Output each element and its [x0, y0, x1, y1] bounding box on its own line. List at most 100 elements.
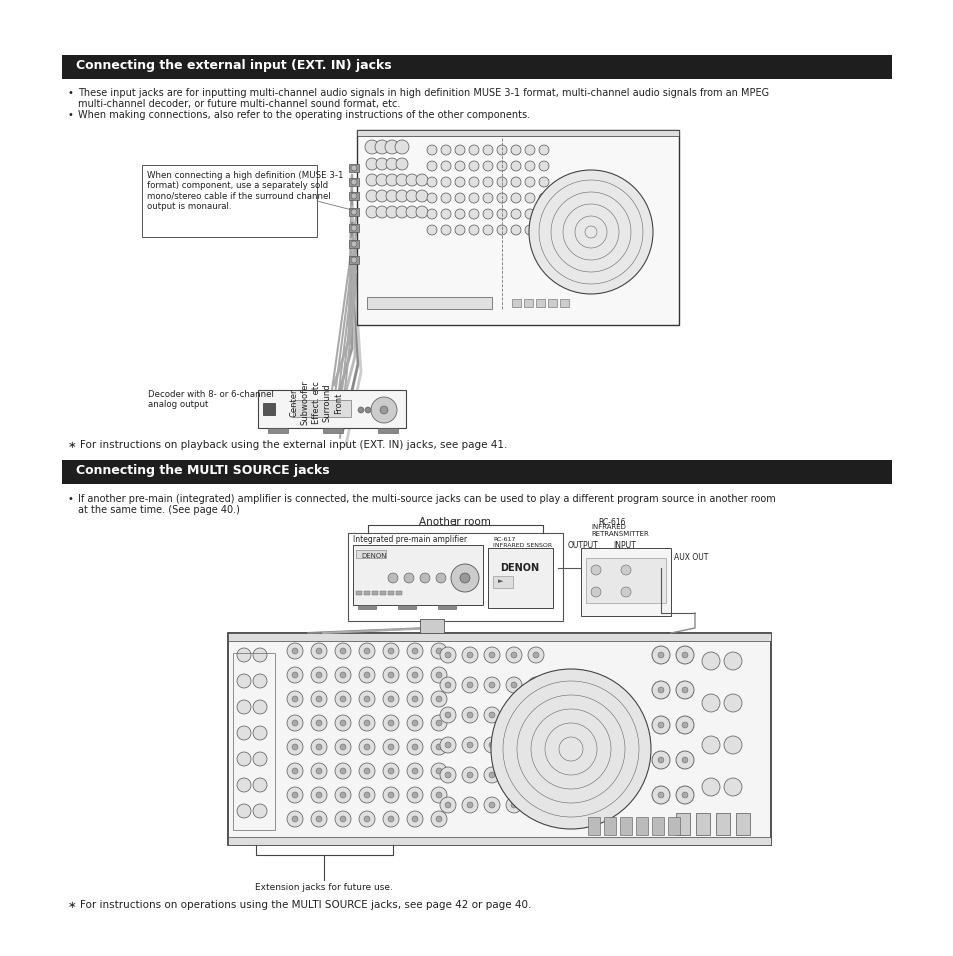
Circle shape: [382, 667, 398, 683]
Circle shape: [444, 772, 451, 778]
Circle shape: [253, 648, 267, 662]
Circle shape: [482, 209, 493, 219]
Circle shape: [388, 744, 394, 750]
Circle shape: [388, 816, 394, 822]
Circle shape: [444, 742, 451, 748]
Circle shape: [412, 816, 417, 822]
Bar: [142, 165, 316, 237]
Circle shape: [287, 667, 303, 683]
Circle shape: [431, 691, 447, 707]
Circle shape: [253, 700, 267, 714]
Circle shape: [364, 648, 370, 654]
Circle shape: [676, 716, 693, 734]
Bar: [349, 164, 358, 172]
Circle shape: [524, 225, 535, 235]
Circle shape: [483, 767, 499, 783]
Circle shape: [651, 786, 669, 804]
Circle shape: [335, 787, 351, 803]
Circle shape: [431, 715, 447, 731]
Circle shape: [427, 161, 436, 171]
Circle shape: [436, 816, 441, 822]
Circle shape: [311, 811, 327, 827]
Circle shape: [311, 691, 327, 707]
Circle shape: [440, 161, 451, 171]
Circle shape: [357, 407, 364, 413]
Bar: [367, 297, 492, 309]
Circle shape: [351, 193, 356, 199]
Circle shape: [358, 643, 375, 659]
Circle shape: [658, 687, 663, 693]
Circle shape: [497, 177, 506, 187]
Circle shape: [524, 177, 535, 187]
Bar: [651, 817, 663, 835]
Circle shape: [236, 804, 251, 818]
Circle shape: [681, 687, 687, 693]
Text: RC-617
INFRARED SENSOR: RC-617 INFRARED SENSOR: [493, 537, 552, 548]
Circle shape: [339, 648, 346, 654]
Circle shape: [590, 587, 600, 597]
Circle shape: [375, 174, 388, 186]
Circle shape: [311, 667, 327, 683]
Circle shape: [497, 161, 506, 171]
Circle shape: [461, 797, 477, 813]
Text: Another room: Another room: [418, 517, 491, 527]
Circle shape: [386, 206, 397, 218]
Circle shape: [723, 694, 741, 712]
Circle shape: [395, 158, 408, 170]
Circle shape: [292, 696, 297, 702]
Circle shape: [538, 225, 548, 235]
Circle shape: [382, 763, 398, 779]
Circle shape: [388, 792, 394, 798]
Circle shape: [489, 772, 495, 778]
Circle shape: [292, 792, 297, 798]
Bar: [62, 460, 891, 484]
Circle shape: [511, 652, 517, 658]
Circle shape: [439, 767, 456, 783]
Circle shape: [436, 792, 441, 798]
Circle shape: [386, 190, 397, 202]
Circle shape: [469, 209, 478, 219]
Bar: [547, 299, 557, 307]
Circle shape: [236, 700, 251, 714]
Circle shape: [292, 720, 297, 726]
Bar: [357, 605, 375, 609]
Text: DENON: DENON: [500, 563, 539, 573]
Circle shape: [511, 772, 517, 778]
Circle shape: [253, 726, 267, 740]
Circle shape: [455, 209, 464, 219]
Circle shape: [533, 682, 538, 688]
Circle shape: [436, 672, 441, 678]
Circle shape: [505, 737, 521, 753]
Circle shape: [444, 682, 451, 688]
Circle shape: [388, 648, 394, 654]
Circle shape: [533, 772, 538, 778]
Circle shape: [339, 720, 346, 726]
Circle shape: [467, 802, 473, 808]
Circle shape: [292, 648, 297, 654]
Circle shape: [511, 712, 517, 718]
Circle shape: [339, 768, 346, 774]
Circle shape: [236, 648, 251, 662]
Circle shape: [676, 751, 693, 769]
Circle shape: [364, 744, 370, 750]
Circle shape: [482, 161, 493, 171]
Circle shape: [489, 802, 495, 808]
Circle shape: [527, 707, 543, 723]
Circle shape: [538, 145, 548, 155]
Circle shape: [339, 696, 346, 702]
Text: INFRARED
RETRANSMITTER: INFRARED RETRANSMITTER: [590, 524, 648, 537]
Circle shape: [455, 145, 464, 155]
Circle shape: [436, 696, 441, 702]
Circle shape: [364, 720, 370, 726]
Circle shape: [511, 209, 520, 219]
Circle shape: [505, 677, 521, 693]
Circle shape: [431, 763, 447, 779]
Circle shape: [431, 739, 447, 755]
Circle shape: [358, 811, 375, 827]
Circle shape: [388, 573, 397, 583]
Circle shape: [533, 652, 538, 658]
Bar: [696, 813, 709, 835]
Circle shape: [658, 652, 663, 658]
Circle shape: [451, 564, 478, 592]
Circle shape: [395, 140, 409, 154]
